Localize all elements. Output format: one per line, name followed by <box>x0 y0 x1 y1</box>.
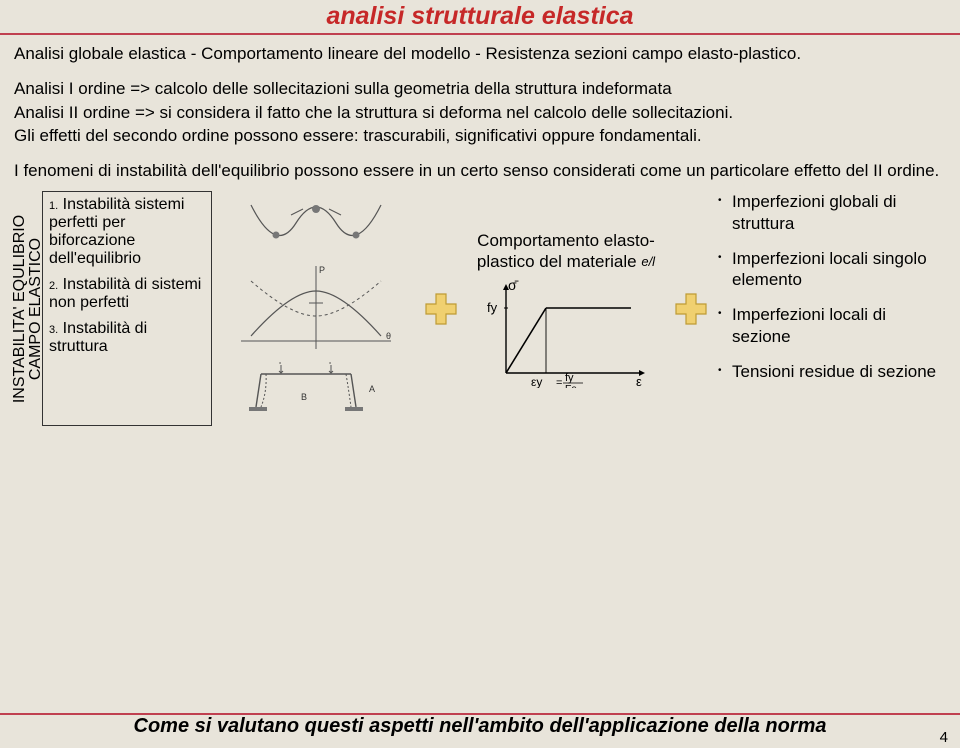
list-item: 3. Instabilità di struttura <box>49 320 205 356</box>
plus-left <box>420 191 462 426</box>
potential-well-diagram <box>231 195 401 255</box>
effects-paragraph: Gli effetti del secondo ordine possono e… <box>14 125 946 146</box>
vertical-label-line1: INSTABILITA' EQULIBRIO <box>11 215 28 403</box>
svg-text:B: B <box>301 392 307 402</box>
page-title: analisi strutturale elastica <box>0 2 960 31</box>
header-band: analisi strutturale elastica <box>0 0 960 35</box>
sigma-axis-label: σ̄ <box>508 278 519 293</box>
order2-paragraph: Analisi II ordine => si considera il fat… <box>14 102 946 123</box>
svg-text:P: P <box>319 265 325 275</box>
page-number: 4 <box>940 729 948 746</box>
vertical-label-cell: INSTABILITA' EQULIBRIO CAMPO ELASTICO <box>16 191 40 426</box>
list-item: Tensioni residue di sezione <box>718 361 946 382</box>
list-item: Imperfezioni globali di struttura <box>718 191 946 234</box>
plus-right <box>670 191 712 426</box>
vertical-label-line2: CAMPO ELASTICO <box>27 238 44 380</box>
svg-text:fy: fy <box>565 372 574 384</box>
instability-paragraph: I fenomeni di instabilità dell'equilibri… <box>14 160 946 181</box>
list-item: Imperfezioni locali di sezione <box>718 304 946 347</box>
center-column: Comportamento elasto-plastico del materi… <box>462 191 670 426</box>
bifurcation-diagram: P θ <box>231 261 401 356</box>
order1-paragraph: Analisi I ordine => calcolo delle sollec… <box>14 78 946 99</box>
center-text: Comportamento elasto-plastico del materi… <box>466 230 666 273</box>
intro-paragraph: Analisi globale elastica - Comportamento… <box>14 43 946 64</box>
fy-label: fy <box>487 300 498 315</box>
list-item: 2. Instabilità di sistemi non perfetti <box>49 276 205 312</box>
svg-text:Es: Es <box>565 384 577 388</box>
vertical-label: INSTABILITA' EQULIBRIO CAMPO ELASTICO <box>12 215 44 403</box>
svg-text:εy: εy <box>531 375 542 388</box>
svg-text:=: = <box>556 377 562 388</box>
svg-text:θ: θ <box>386 331 391 341</box>
imperfections-column: Imperfezioni globali di struttura Imperf… <box>712 191 946 426</box>
lower-row: INSTABILITA' EQULIBRIO CAMPO ELASTICO 1.… <box>14 191 946 426</box>
instability-list-box: 1. Instabilità sistemi perfetti per bifo… <box>42 191 212 426</box>
main-content: Analisi globale elastica - Comportamento… <box>0 35 960 426</box>
frame-buckling-diagram: P P B A <box>231 362 401 422</box>
anno-el: e/l <box>641 254 655 269</box>
imperfections-list: Imperfezioni globali di struttura Imperf… <box>718 191 946 382</box>
diagrams-column: P θ P P B A <box>212 191 420 426</box>
list-item: Imperfezioni locali singolo elemento <box>718 248 946 291</box>
instability-list: 1. Instabilità sistemi perfetti per bifo… <box>49 196 205 356</box>
svg-text:P: P <box>279 362 284 366</box>
footer-text: Come si valutano questi aspetti nell'amb… <box>134 715 827 737</box>
list-item: 1. Instabilità sistemi perfetti per bifo… <box>49 196 205 268</box>
svg-text:P: P <box>329 362 334 366</box>
plus-icon <box>423 291 459 327</box>
sigma-epsilon-plot: fy σ̄ ε εy = fy Es <box>481 278 651 388</box>
footer-band: Come si valutano questi aspetti nell'amb… <box>0 713 960 738</box>
plus-icon <box>673 291 709 327</box>
svg-text:A: A <box>369 384 375 394</box>
eps-axis-label: ε <box>636 374 642 388</box>
